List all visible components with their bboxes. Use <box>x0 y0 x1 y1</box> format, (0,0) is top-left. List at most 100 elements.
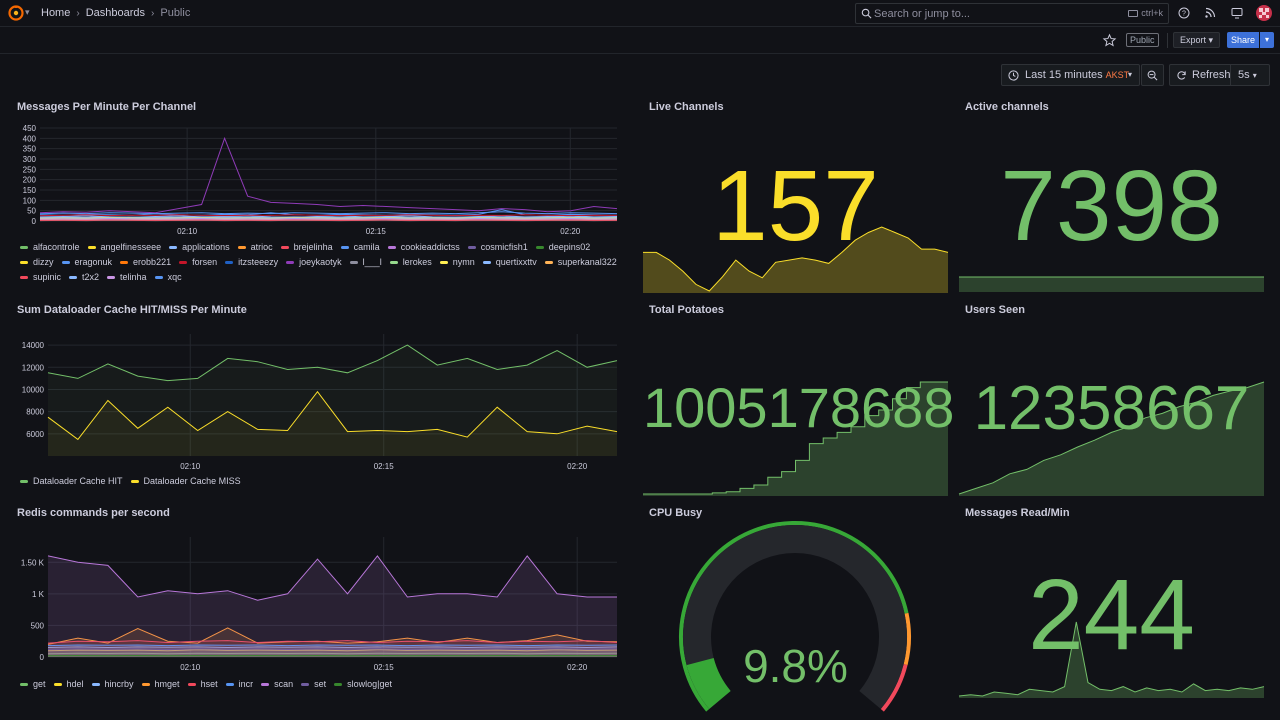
legend-item-camila[interactable]: camila <box>340 242 380 252</box>
series-area-scan <box>48 555 617 657</box>
redis-commands-chart[interactable]: 1.50 K 1 K 500 0 02:10 02:15 02:20 <box>0 535 630 673</box>
legend-item-incr[interactable]: incr <box>225 679 254 689</box>
x-tick-label: 02:20 <box>560 227 581 236</box>
panel-title-dataloader[interactable]: Sum Dataloader Cache HIT/MISS Per Minute <box>17 304 247 316</box>
gauge-track <box>683 525 907 709</box>
breadcrumb-home[interactable]: Home <box>41 7 71 19</box>
messages-legend: alfacontrole angelfinesseee applications at… <box>20 242 620 282</box>
keyboard-shortcut: ctrl+k <box>1128 8 1163 18</box>
legend-swatch <box>20 275 28 279</box>
export-button[interactable]: Export ▾ <box>1173 32 1221 48</box>
legend-swatch <box>20 260 28 264</box>
share-button[interactable]: Share <box>1227 32 1259 48</box>
legend-item-supinic[interactable]: supinic <box>20 272 61 282</box>
legend-item-atrioc[interactable]: atrioc <box>237 242 273 252</box>
y-tick-label: 450 <box>23 124 37 133</box>
legend-item-slowlog-get[interactable]: slowlog|get <box>334 679 392 689</box>
legend-item-superkanal322[interactable]: superkanal322 <box>544 257 617 267</box>
legend-item-set[interactable]: set <box>301 679 326 689</box>
legend-label: joeykaotyk <box>299 257 342 267</box>
legend-label: l___l <box>362 257 382 267</box>
time-range-picker[interactable]: Last 15 minutes AKST ▾ <box>1001 64 1140 86</box>
breadcrumb-dashboards[interactable]: Dashboards <box>85 7 146 19</box>
legend-item-applications[interactable]: applications <box>169 242 230 252</box>
y-tick-label: 300 <box>23 155 37 164</box>
refresh-interval-picker[interactable]: 5s ▾ <box>1231 64 1270 86</box>
sparkline-area <box>643 382 948 496</box>
user-avatar[interactable] <box>1256 5 1272 21</box>
shortcut-label: ctrl+k <box>1141 8 1163 18</box>
legend-item-lerokes[interactable]: lerokes <box>389 257 432 267</box>
legend-item-nymn[interactable]: nymn <box>439 257 475 267</box>
panel-title-redis[interactable]: Redis commands per second <box>17 507 170 519</box>
x-tick-label: 02:15 <box>366 227 387 236</box>
legend-item-dizzy[interactable]: dizzy <box>20 257 54 267</box>
legend-item-xqc[interactable]: xqc <box>154 272 182 282</box>
export-label: Export <box>1180 35 1207 45</box>
legend-item-itzsteeezy[interactable]: itzsteeezy <box>225 257 278 267</box>
legend-item-deepins02[interactable]: deepins02 <box>535 242 591 252</box>
legend-item-quertixxttv[interactable]: quertixxttv <box>482 257 537 267</box>
legend-item-cosmicfish1[interactable]: cosmicfish1 <box>467 242 528 252</box>
users-seen-value: 12358667 <box>973 374 1250 443</box>
y-tick-label: 350 <box>23 145 37 154</box>
legend-item-joeykaotyk[interactable]: joeykaotyk <box>286 257 342 267</box>
series-line-forsen <box>39 214 618 217</box>
panel-title-live-channels[interactable]: Live Channels <box>649 101 724 113</box>
legend-item-eragonuk[interactable]: eragonuk <box>61 257 112 267</box>
legend-item-scan[interactable]: scan <box>261 679 293 689</box>
users-seen-sparkline <box>958 381 1265 496</box>
panel-title-users-seen[interactable]: Users Seen <box>965 304 1025 316</box>
dataloader-cache-chart[interactable]: 14000 12000 10000 8000 6000 02:10 02:15 02:20 <box>0 330 630 471</box>
legend-swatch <box>286 260 295 264</box>
legend-item-angelfinesseee[interactable]: angelfinesseee <box>87 242 161 252</box>
panel-title-messages-read[interactable]: Messages Read/Min <box>965 507 1070 519</box>
legend-item-cookieaddictss[interactable]: cookieaddictss <box>387 242 460 252</box>
search-input[interactable]: Search or jump to... ctrl+k <box>855 3 1169 24</box>
legend-item-erobb221[interactable]: erobb221 <box>120 257 171 267</box>
sparkline-area <box>959 382 1264 496</box>
news-feed-icon[interactable] <box>1204 7 1216 19</box>
grafana-logo-icon[interactable] <box>8 5 24 21</box>
legend-swatch <box>130 479 139 483</box>
legend-label: cosmicfish1 <box>480 242 528 252</box>
legend-label: cookieaddictss <box>400 242 460 252</box>
live-channels-sparkline <box>643 226 949 293</box>
legend-item-hset[interactable]: hset <box>187 679 218 689</box>
share-dropdown-button[interactable]: ▾ <box>1260 32 1274 48</box>
star-icon[interactable] <box>1102 33 1117 47</box>
legend-item-hincrby[interactable]: hincrby <box>91 679 134 689</box>
legend-item-forsen[interactable]: forsen <box>179 257 217 267</box>
legend-label: itzsteeezy <box>238 257 279 267</box>
legend-item-dataloader-cache-hit[interactable]: Dataloader Cache HIT <box>20 476 123 486</box>
legend-label: camila <box>353 242 380 252</box>
help-icon[interactable]: ? <box>1178 7 1190 19</box>
legend-item-telinha[interactable]: telinha <box>107 272 147 282</box>
refresh-interval-label: 5s <box>1238 69 1250 81</box>
legend-item-alfacontrole[interactable]: alfacontrole <box>20 242 80 252</box>
panel-title-active-channels[interactable]: Active channels <box>965 101 1049 113</box>
zoom-out-button[interactable] <box>1141 64 1164 86</box>
legend-item-l-l[interactable]: l___l <box>349 257 382 267</box>
panel-title-messages[interactable]: Messages Per Minute Per Channel <box>17 101 197 113</box>
legend-item-brejelinha[interactable]: brejelinha <box>280 242 333 252</box>
series-line-hincrby <box>47 646 618 649</box>
legend-item-hmget[interactable]: hmget <box>141 679 180 689</box>
series-area-set <box>48 648 617 657</box>
refresh-button[interactable]: Refresh <box>1169 64 1231 86</box>
legend-item-t2x2[interactable]: t2x2 <box>69 272 99 282</box>
legend-item-dataloader-cache-miss[interactable]: Dataloader Cache MISS <box>130 476 241 486</box>
legend-swatch <box>340 245 349 249</box>
kiosk-mode-icon[interactable] <box>1231 7 1243 19</box>
legend-label: deepins02 <box>548 242 591 252</box>
legend-label: incr <box>238 679 254 689</box>
legend-item-hdel[interactable]: hdel <box>53 679 84 689</box>
panel-title-cpu-busy[interactable]: CPU Busy <box>649 507 703 519</box>
legend-swatch <box>482 260 491 264</box>
panel-title-total-potatoes[interactable]: Total Potatoes <box>649 304 724 316</box>
series-line-get <box>47 652 618 655</box>
legend-item-get[interactable]: get <box>20 679 46 689</box>
y-tick-label: 250 <box>23 165 37 174</box>
chevron-down-icon[interactable]: ▾ <box>25 7 30 17</box>
